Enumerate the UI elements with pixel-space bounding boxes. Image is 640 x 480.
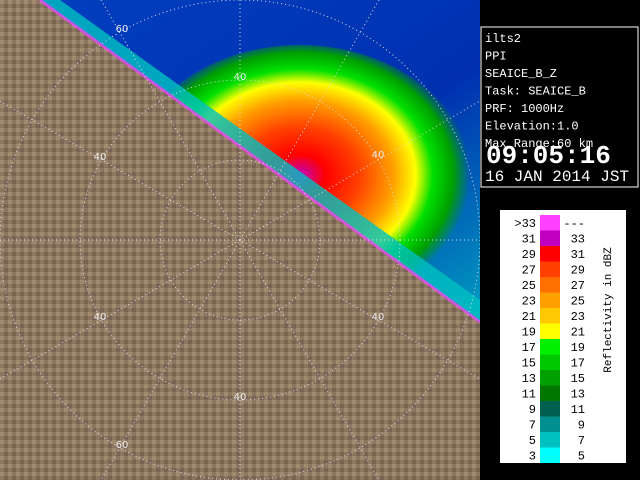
info-box: [480, 26, 639, 188]
info-line: SEAICE_B_Z: [485, 67, 557, 81]
range-rings: [0, 0, 480, 480]
legend-low: 25: [522, 279, 536, 293]
info-line: Elevation:1.0: [485, 120, 579, 134]
legend-low: 5: [529, 434, 536, 448]
range-label: 40: [372, 150, 385, 161]
legend-low: 23: [522, 295, 536, 309]
legend-swatch: [540, 401, 560, 417]
legend-high: 27: [571, 279, 585, 293]
legend-low: 21: [522, 310, 536, 324]
legend-high: 15: [571, 372, 585, 386]
legend-swatch: [540, 432, 560, 448]
range-label: 40: [372, 312, 385, 323]
coastline: [39, 0, 480, 324]
legend-low: 3: [529, 450, 536, 464]
range-label: 40: [94, 152, 107, 163]
legend-high: 25: [571, 295, 585, 309]
legend-high: 29: [571, 264, 585, 278]
legend-high: 23: [571, 310, 585, 324]
range-label: 40: [234, 392, 247, 403]
legend-title: Reflectivity in dBZ: [603, 247, 615, 373]
legend-low: 13: [522, 372, 536, 386]
legend-high: ---: [563, 217, 585, 231]
map-area: 60 40 40 40 40 40 40 60: [0, 0, 480, 480]
legend-swatch: [540, 354, 560, 370]
info-line: ilts2: [485, 32, 521, 46]
legend-high: 13: [571, 388, 585, 402]
legend-swatch: [540, 277, 560, 293]
legend-high: 33: [571, 233, 585, 247]
legend-swatch: [540, 292, 560, 308]
legend-swatch: [540, 308, 560, 324]
legend-low: 17: [522, 341, 536, 355]
legend-low: 15: [522, 357, 536, 371]
legend-swatch: [540, 416, 560, 432]
time: 09:05:16: [486, 141, 611, 171]
legend-high: 21: [571, 326, 585, 340]
legend-swatch: [540, 447, 560, 463]
legend-low: 27: [522, 264, 536, 278]
legend-swatch: [540, 339, 560, 355]
legend-high: 7: [578, 434, 585, 448]
legend-swatch: [540, 246, 560, 262]
legend-low: 31: [522, 233, 536, 247]
info-line: PRF: 1000Hz: [485, 102, 564, 116]
range-label: 40: [94, 312, 107, 323]
info-line: PPI: [485, 50, 507, 64]
legend-high: 5: [578, 450, 585, 464]
legend-high: 17: [571, 357, 585, 371]
info-line: Max Range:60 km: [485, 137, 593, 151]
legend-swatch: [540, 261, 560, 277]
legend-low: 29: [522, 248, 536, 262]
legend-swatch: [540, 385, 560, 401]
legend-low: 19: [522, 326, 536, 340]
range-label: 40: [234, 72, 247, 83]
legend-high: 9: [578, 419, 585, 433]
legend-swatch: [540, 370, 560, 386]
legend-low: 7: [529, 419, 536, 433]
legend-low: >33: [514, 217, 536, 231]
legend-high: 11: [571, 403, 585, 417]
legend-swatch: [540, 215, 560, 231]
legend-box: [500, 210, 626, 463]
range-label: 60: [116, 440, 129, 451]
info-line: Task: SEAICE_B: [485, 85, 586, 99]
range-label: 60: [116, 24, 129, 35]
legend-swatch: [540, 230, 560, 246]
legend-high: 19: [571, 341, 585, 355]
legend-low: 9: [529, 403, 536, 417]
legend-low: 11: [522, 388, 536, 402]
legend-swatch: [540, 323, 560, 339]
legend-high: 31: [571, 248, 585, 262]
date: 16 JAN 2014 JST: [485, 168, 629, 186]
